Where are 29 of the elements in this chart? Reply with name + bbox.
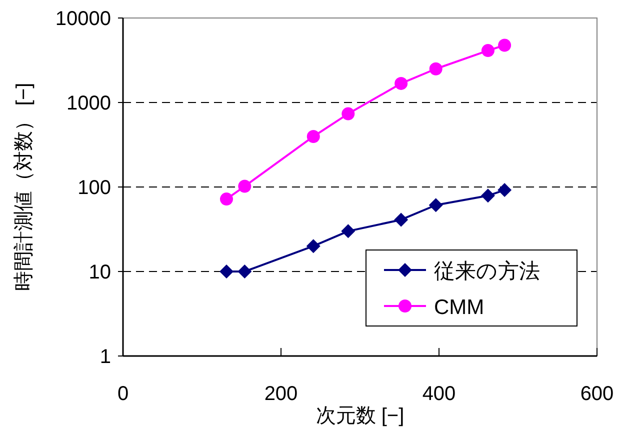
point xyxy=(498,183,512,198)
point xyxy=(238,264,252,278)
point xyxy=(238,180,252,193)
point xyxy=(220,192,233,206)
point xyxy=(429,62,442,76)
y-axis-title: 時間計測値（対数） [−] xyxy=(13,82,35,292)
point xyxy=(394,76,408,90)
legend-label: CMM xyxy=(434,296,484,319)
x-axis-title: 次元数 [−] xyxy=(316,405,404,427)
x-tick-label: 200 xyxy=(264,383,298,405)
point xyxy=(306,239,320,254)
y-tick-label: 10000 xyxy=(55,8,111,30)
y-tick-label: 1 xyxy=(100,346,111,368)
point xyxy=(498,38,512,52)
point xyxy=(481,44,494,58)
legend-label: 従来の方法 xyxy=(434,260,540,283)
y-tick-label: 1000 xyxy=(66,92,111,114)
point xyxy=(306,130,320,143)
point xyxy=(394,212,408,227)
point xyxy=(428,198,443,212)
x-tick-label: 600 xyxy=(580,383,614,405)
x-tick-label: 0 xyxy=(117,383,129,405)
x-tick-label: 400 xyxy=(422,383,456,405)
point xyxy=(480,188,495,203)
y-tick-label: 100 xyxy=(78,177,111,199)
y-tick-label: 10 xyxy=(88,262,111,284)
point xyxy=(341,224,356,238)
point xyxy=(342,107,355,120)
point xyxy=(219,264,234,278)
